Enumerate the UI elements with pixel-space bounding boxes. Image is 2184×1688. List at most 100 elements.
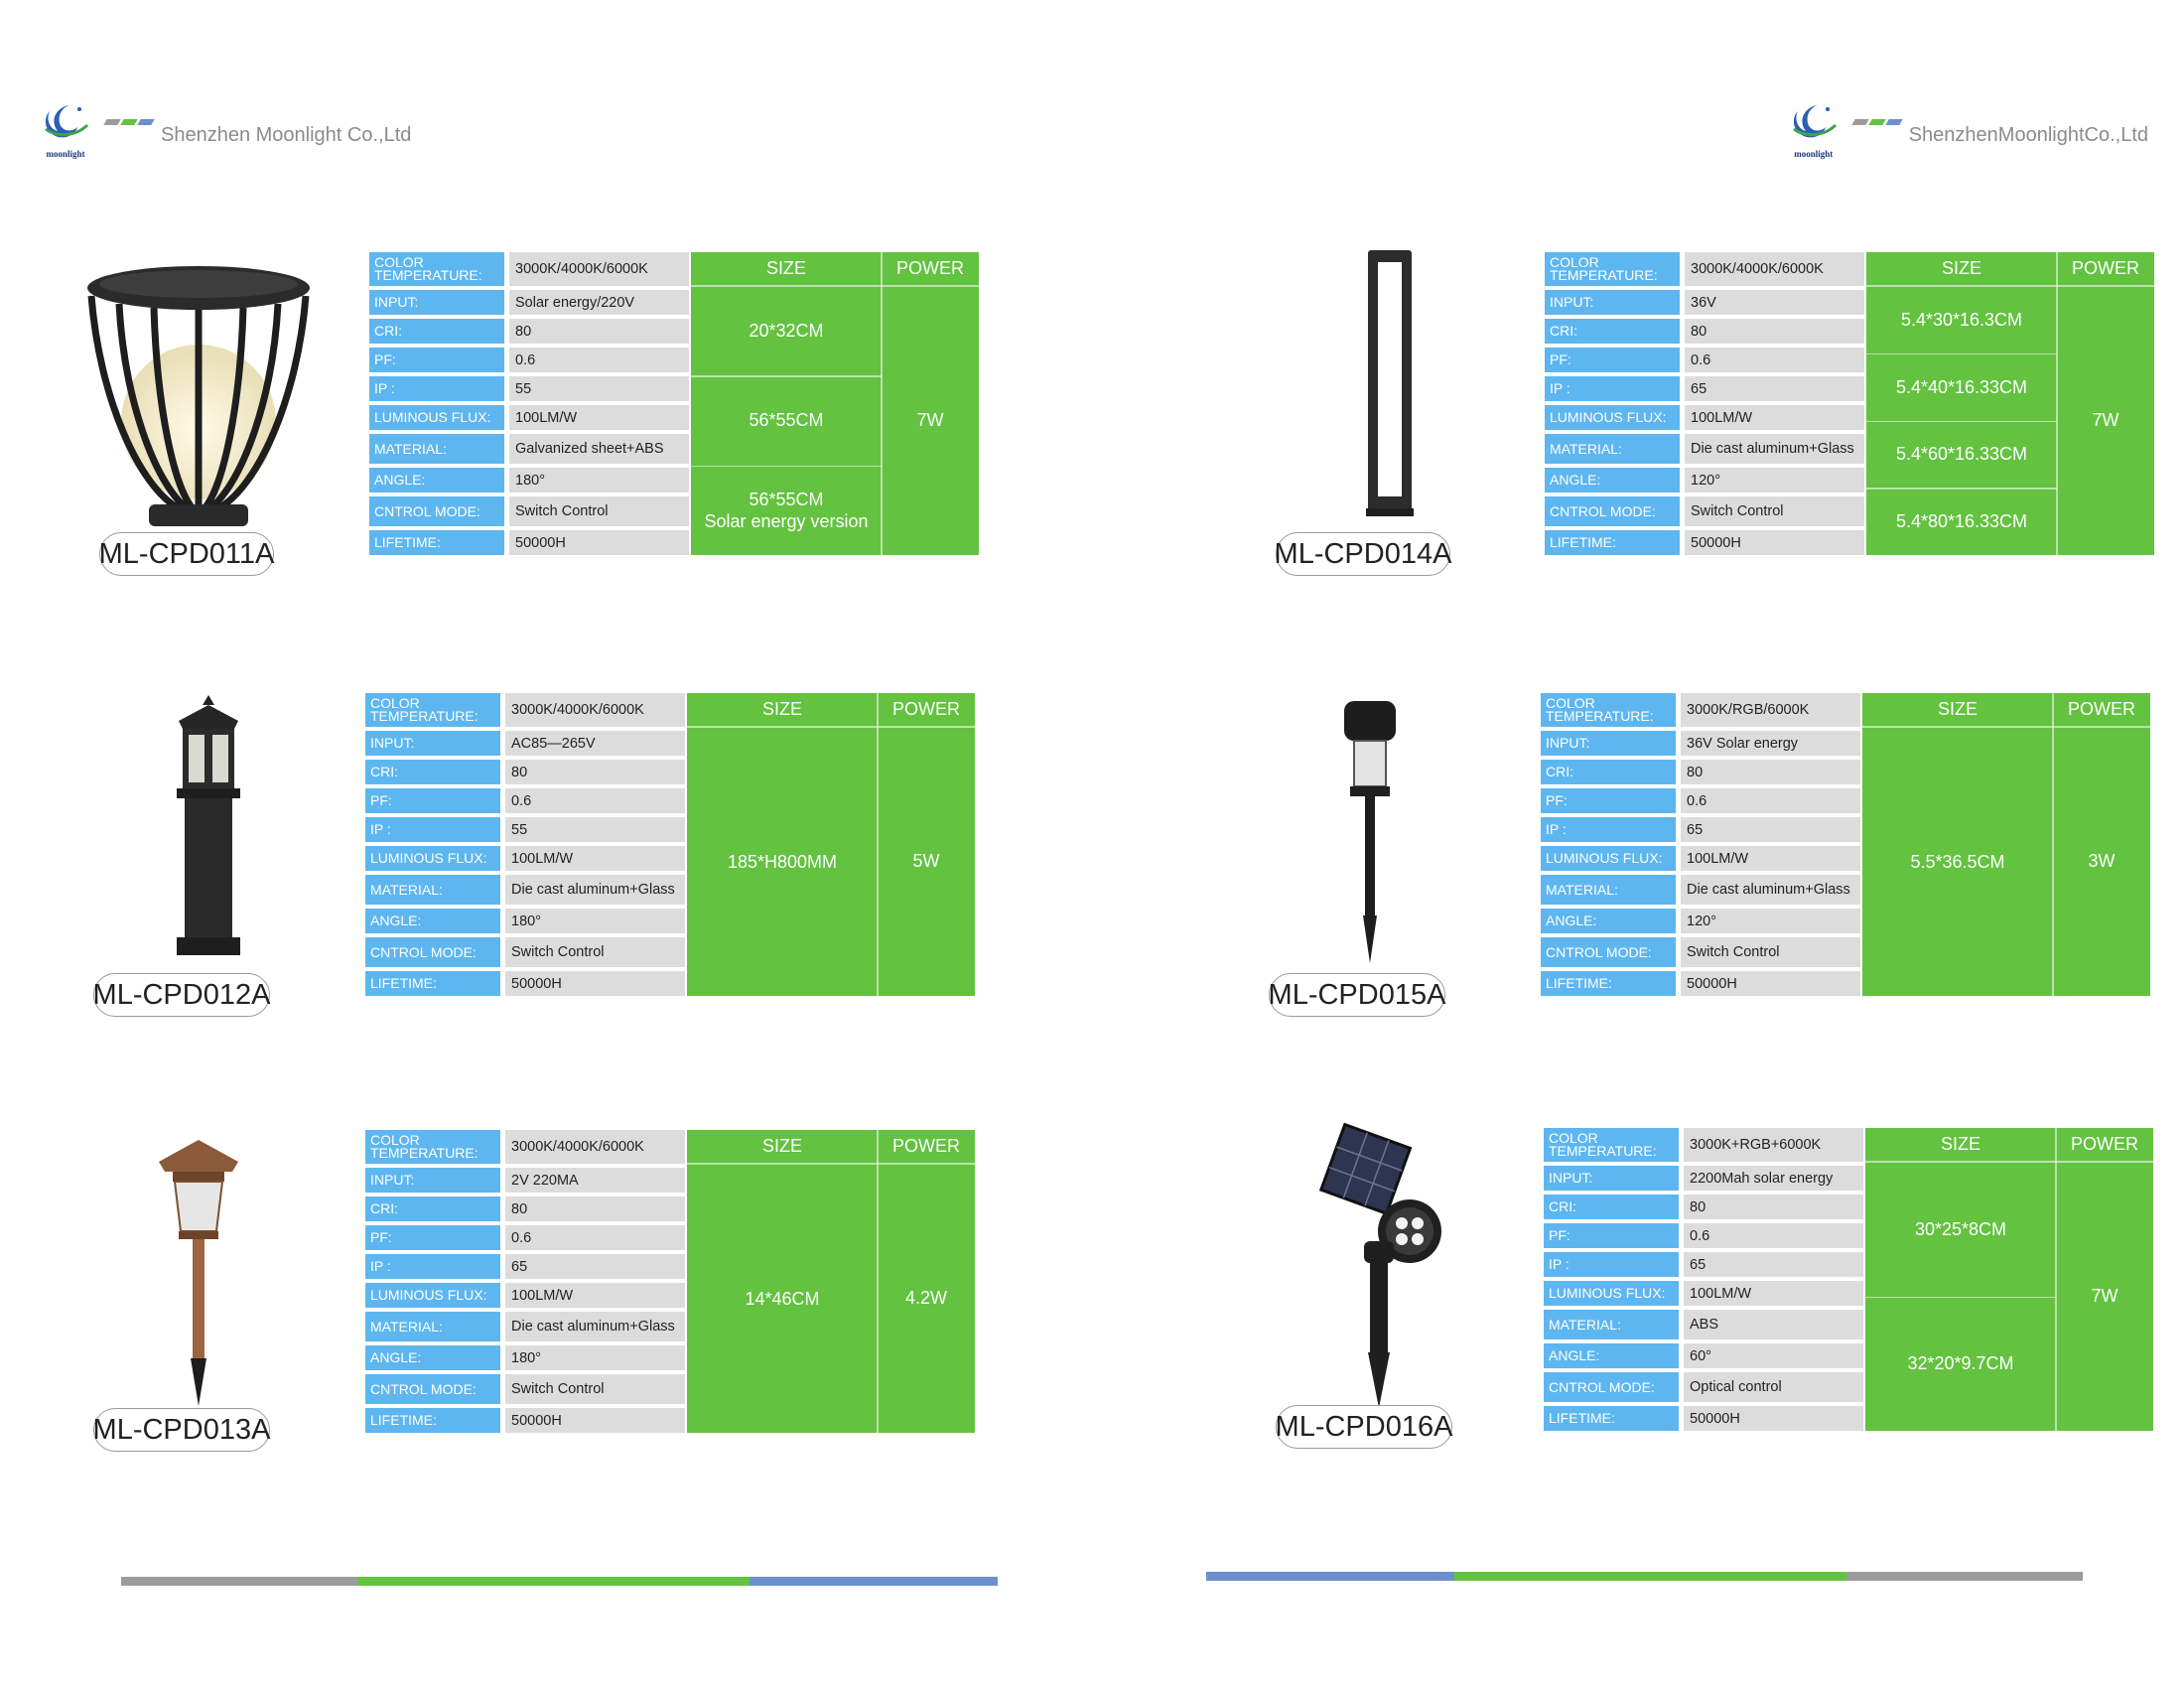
spec-value: 0.6 bbox=[505, 788, 685, 813]
footer-segment bbox=[357, 1577, 750, 1586]
spec-row: LUMINOUS FLUX: 100LM/W bbox=[1544, 1281, 1863, 1306]
spec-row: LUMINOUS FLUX: 100LM/W bbox=[1541, 846, 1860, 871]
product-image-lantern-pillar bbox=[149, 695, 407, 973]
product-image-rectangular-bollard bbox=[1310, 248, 1569, 526]
spec-row: ANGLE: 180° bbox=[369, 468, 689, 492]
spec-value: 100LM/W bbox=[505, 846, 685, 871]
spec-row: CRI: 80 bbox=[365, 1196, 685, 1221]
spec-label: PF: bbox=[1541, 788, 1676, 813]
size-value: 30*25*8CM bbox=[1865, 1162, 2056, 1297]
spec-label: MATERIAL: bbox=[1545, 434, 1680, 464]
header-divider bbox=[1865, 1161, 2153, 1163]
header-divider bbox=[691, 285, 979, 287]
spec-value: Optical control bbox=[1684, 1372, 1863, 1402]
spec-label: IP : bbox=[369, 376, 504, 401]
spec-label: PF: bbox=[365, 788, 500, 813]
size-value: 5.5*36.5CM bbox=[1862, 727, 2053, 996]
spec-label: LUMINOUS FLUX: bbox=[365, 846, 500, 871]
size-line: 56*55CM bbox=[749, 410, 824, 431]
spec-label: CRI: bbox=[365, 760, 500, 784]
spec-value: 55 bbox=[509, 376, 689, 401]
footer-segment bbox=[1206, 1572, 1454, 1581]
spec-row: COLOR TEMPERATURE: 3000K/4000K/6000K bbox=[365, 693, 685, 727]
spec-label: INPUT: bbox=[1544, 1166, 1679, 1191]
spec-value: 100LM/W bbox=[505, 1283, 685, 1308]
spec-label: CNTROL MODE: bbox=[365, 1374, 500, 1404]
spec-row: LIFETIME: 50000H bbox=[1541, 971, 1860, 996]
size-divider bbox=[1866, 352, 2057, 355]
spec-row: MATERIAL: Die cast aluminum+Glass bbox=[365, 875, 685, 905]
moon-logo-icon: moonlight bbox=[36, 99, 95, 159]
spec-value: Die cast aluminum+Glass bbox=[1681, 875, 1860, 905]
spec-value: Galvanized sheet+ABS bbox=[509, 434, 689, 464]
product-image-copper-stake bbox=[149, 1132, 407, 1410]
spec-value: 50000H bbox=[1684, 1406, 1863, 1431]
power-value: 3W bbox=[2088, 851, 2116, 871]
spec-value: Die cast aluminum+Glass bbox=[1685, 434, 1864, 464]
power-value: 7W bbox=[916, 410, 944, 430]
size-divider bbox=[1866, 420, 2057, 422]
size-power-block bbox=[1862, 693, 2150, 996]
spec-value: 2200Mah solar energy bbox=[1684, 1166, 1863, 1191]
size-line: 185*H800MM bbox=[727, 851, 838, 872]
column-divider bbox=[877, 1130, 879, 1433]
spec-value: 0.6 bbox=[1681, 788, 1860, 813]
size-divider bbox=[691, 465, 882, 468]
spec-value: AC85—265V bbox=[505, 731, 685, 756]
size-line: 5.4*60*16.33CM bbox=[1895, 444, 2028, 465]
column-divider bbox=[2052, 693, 2054, 996]
spec-label: CRI: bbox=[369, 319, 504, 344]
brand-stripes bbox=[103, 119, 155, 125]
spec-label: IP : bbox=[1545, 376, 1680, 401]
spec-value: 3000K+RGB+6000K bbox=[1684, 1128, 1863, 1162]
spec-value: 50000H bbox=[1681, 971, 1860, 996]
spec-row: ANGLE: 180° bbox=[365, 1345, 685, 1370]
spec-value: Switch Control bbox=[1681, 937, 1860, 967]
spec-row: COLOR TEMPERATURE: 3000K/4000K/6000K bbox=[369, 252, 689, 286]
spec-row: CRI: 80 bbox=[369, 319, 689, 344]
spec-label: INPUT: bbox=[1541, 731, 1676, 756]
spec-value: 0.6 bbox=[1685, 348, 1864, 372]
size-value: 5.4*40*16.33CM bbox=[1866, 353, 2057, 421]
spec-value: Switch Control bbox=[505, 937, 685, 967]
spec-label: LUMINOUS FLUX: bbox=[365, 1283, 500, 1308]
spec-row: IP :55 bbox=[369, 376, 689, 401]
spec-row: PF: 0.6 bbox=[365, 1225, 685, 1250]
size-line: 30*25*8CM bbox=[1914, 1218, 2007, 1239]
spec-row: CRI: 80 bbox=[1541, 760, 1860, 784]
spec-label: COLOR TEMPERATURE: bbox=[369, 252, 504, 286]
product-image-cage-lantern bbox=[69, 248, 328, 526]
spec-value: 80 bbox=[505, 1196, 685, 1221]
power-header: POWER bbox=[895, 257, 964, 278]
model-badge: ML-CPD013A bbox=[93, 1408, 270, 1452]
spec-value: 0.6 bbox=[509, 348, 689, 372]
size-line: 5.4*40*16.33CM bbox=[1895, 376, 2028, 397]
spec-row: CNTROL MODE: Optical control bbox=[1544, 1372, 1863, 1402]
spec-value: 180° bbox=[505, 909, 685, 933]
spec-row: LUMINOUS FLUX: 100LM/W bbox=[369, 405, 689, 430]
spec-value: 65 bbox=[1684, 1252, 1863, 1277]
size-header: SIZE bbox=[1937, 698, 1978, 719]
spec-row: ANGLE: 180° bbox=[365, 909, 685, 933]
size-value: 14*46CM bbox=[687, 1164, 878, 1433]
spec-row: INPUT: 2200Mah solar energy bbox=[1544, 1166, 1863, 1191]
spec-value: Switch Control bbox=[509, 496, 689, 526]
spec-row: PF: 0.6 bbox=[369, 348, 689, 372]
product-image-solar-stake bbox=[1330, 695, 1588, 973]
spec-value: 100LM/W bbox=[1684, 1281, 1863, 1306]
spec-label: INPUT: bbox=[369, 290, 504, 315]
power-header: POWER bbox=[2071, 257, 2139, 278]
header-divider bbox=[1866, 285, 2154, 287]
size-value: 56*55CM bbox=[691, 375, 882, 465]
spec-value: 3000K/4000K/6000K bbox=[505, 1130, 685, 1164]
spec-value: 3000K/4000K/6000K bbox=[1685, 252, 1864, 286]
header-left: moonlight Shenzhen Moonlight Co.,Ltd bbox=[36, 99, 411, 159]
spec-row: LIFETIME: 50000H bbox=[1544, 1406, 1863, 1431]
size-line: Solar energy version bbox=[704, 510, 869, 531]
spec-label: PF: bbox=[1545, 348, 1680, 372]
footer-bar-left bbox=[121, 1577, 998, 1586]
spec-row: LUMINOUS FLUX: 100LM/W bbox=[365, 846, 685, 871]
power-header: POWER bbox=[891, 1135, 960, 1156]
spec-value: 65 bbox=[505, 1254, 685, 1279]
spec-row: LIFETIME: 50000H bbox=[365, 1408, 685, 1433]
